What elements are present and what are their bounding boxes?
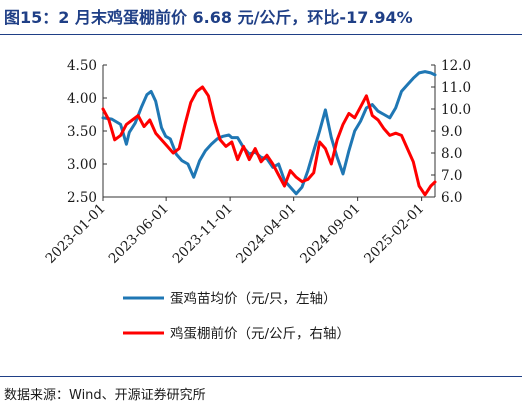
y-left-tick-label: 2.50: [67, 190, 97, 206]
source-note: 数据来源：Wind、开源证券研究所: [4, 388, 206, 403]
series-line-1: [101, 70, 437, 196]
chart-series: [101, 70, 437, 197]
source-divider: [0, 376, 522, 377]
y-left-tick-label: 4.50: [67, 58, 97, 74]
x-tick-label: 2025-02-01: [361, 201, 427, 267]
y-left-tick-label: 4.00: [67, 91, 97, 107]
y-right-tick-label: 7.0: [441, 168, 462, 184]
title-divider: [0, 34, 522, 35]
x-tick-label: 2023-01-01: [42, 201, 108, 267]
y-right-tick-label: 11.0: [441, 80, 471, 96]
y-right-tick-label: 12.0: [441, 58, 471, 74]
x-tick-label: 2023-06-01: [106, 201, 172, 267]
y-right-tick-label: 9.0: [441, 124, 462, 140]
chart: 2.50 3.00 3.50 4.00 4.50 6.0 7.0 8.0 9.0 10.0 11.0…: [42, 58, 471, 342]
series-line-2: [101, 85, 437, 197]
y-left-tick-label: 3.00: [67, 157, 97, 173]
x-tick-label: 2024-09-01: [297, 201, 363, 267]
legend-label-2: 鸡蛋棚前价（元/公斤，右轴）: [170, 325, 350, 342]
y-right-tick-label: 10.0: [441, 102, 471, 118]
chart-title: 图15：2 月末鸡蛋棚前价 6.68 元/公斤，环比-17.94%: [4, 8, 413, 27]
x-tick-label: 2023-11-01: [170, 201, 236, 267]
chart-legend: 蛋鸡苗均价（元/只，左轴） 鸡蛋棚前价（元/公斤，右轴）: [123, 290, 350, 342]
legend-label-1: 蛋鸡苗均价（元/只，左轴）: [170, 290, 337, 307]
chart-axes: 2.50 3.00 3.50 4.00 4.50 6.0 7.0 8.0 9.0 10.0 11.0…: [42, 58, 471, 267]
x-tick-label: 2024-04-01: [233, 201, 299, 267]
y-left-tick-label: 3.50: [67, 124, 97, 140]
y-right-tick-label: 6.0: [441, 190, 462, 206]
y-right-tick-label: 8.0: [441, 146, 462, 162]
